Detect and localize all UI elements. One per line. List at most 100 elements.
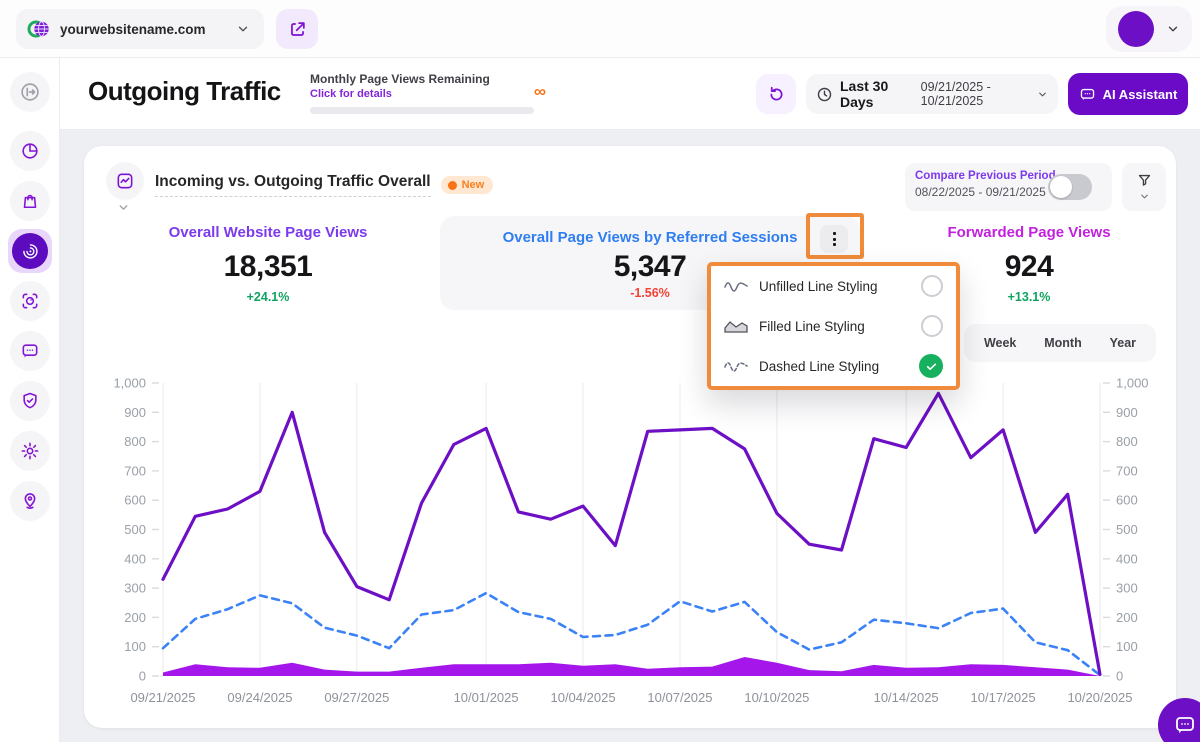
- radio-unselected[interactable]: [921, 315, 943, 337]
- x-axis-label: 10/04/2025: [550, 690, 615, 705]
- metric-forwarded-page-views: Forwarded Page Views 924 +13.1%: [884, 224, 1174, 304]
- traffic-radar-icon: [23, 244, 38, 259]
- radio-selected[interactable]: [919, 354, 943, 378]
- metric-delta: +13.1%: [1007, 290, 1051, 304]
- sidebar-item-locations[interactable]: [10, 481, 50, 521]
- compare-range: 08/22/2025 - 09/21/2025: [915, 185, 1046, 199]
- filter-button[interactable]: [1122, 163, 1166, 211]
- metric-value: 5,347: [613, 250, 687, 283]
- tab-month[interactable]: Month: [1044, 336, 1082, 350]
- tab-year[interactable]: Year: [1109, 336, 1137, 350]
- sidebar-item-scan[interactable]: [10, 281, 50, 321]
- infinity-value: ∞: [533, 82, 546, 101]
- page-header: Outgoing Traffic Monthly Page Views Rema…: [60, 58, 1200, 130]
- y-axis-label: 100: [1116, 639, 1138, 654]
- support-chat-button[interactable]: [1158, 698, 1200, 742]
- compare-toggle[interactable]: [1048, 174, 1092, 200]
- y-axis-label: 700: [124, 463, 146, 478]
- traffic-overview-card: Incoming vs. Outgoing Traffic Overall Ne…: [84, 146, 1176, 728]
- sidebar-item-comments[interactable]: [10, 331, 50, 371]
- date-range-value: 09/21/2025 - 10/21/2025: [920, 80, 991, 108]
- shopping-bag-icon: [23, 194, 37, 209]
- period-tabs: Week Month Year: [964, 324, 1156, 362]
- refresh-icon: [769, 86, 782, 100]
- y-axis-label: 700: [1116, 463, 1138, 478]
- shield-check-icon: [23, 392, 37, 409]
- metric-options-kebab-button[interactable]: [820, 225, 848, 253]
- refresh-button[interactable]: [756, 74, 796, 114]
- sidebar-item-analytics[interactable]: [10, 131, 50, 171]
- chevron-down-icon: [1140, 194, 1148, 199]
- sidebar: [0, 58, 60, 742]
- metric-label: Overall Website Page Views: [168, 224, 368, 241]
- quota-details-link[interactable]: Click for details: [310, 88, 392, 100]
- new-badge: New: [440, 176, 494, 194]
- unfilled-line-icon: [724, 282, 748, 292]
- y-axis-label: 200: [124, 610, 146, 625]
- avatar: [1118, 11, 1154, 47]
- metric-value: 18,351: [223, 250, 313, 283]
- chat-bubble-icon: [22, 344, 38, 358]
- metric-value: 924: [1004, 250, 1054, 283]
- main-content: Incoming vs. Outgoing Traffic Overall Ne…: [60, 130, 1200, 742]
- sidebar-item-store[interactable]: [10, 181, 50, 221]
- quota-label: Monthly Page Views Remaining: [310, 72, 490, 86]
- metric-delta: -1.56%: [630, 286, 670, 300]
- compare-previous-period: Compare Previous Period 08/22/2025 - 09/…: [905, 163, 1112, 211]
- menu-item-unfilled-line[interactable]: Unfilled Line Styling: [711, 266, 956, 306]
- open-website-button[interactable]: [276, 9, 318, 49]
- referred-dashed-line-series: [161, 591, 1102, 677]
- line-styling-menu: Unfilled Line Styling Filled Line Stylin…: [707, 262, 960, 390]
- ai-assistant-button[interactable]: AI Assistant: [1068, 73, 1188, 115]
- x-axis-label: 10/01/2025: [454, 690, 519, 705]
- outgoing-line-series: [161, 391, 1102, 677]
- y-axis-label: 800: [124, 434, 146, 449]
- metric-overall-page-views: Overall Website Page Views 18,351 +24.1%: [118, 224, 418, 304]
- x-axis-label: 09/21/2025: [130, 690, 195, 705]
- external-link-icon: [288, 20, 307, 39]
- menu-item-dashed-line[interactable]: Dashed Line Styling: [711, 346, 956, 386]
- x-axis-label: 10/07/2025: [647, 690, 712, 705]
- sidebar-item-outgoing-traffic[interactable]: [8, 229, 52, 273]
- sidebar-item-settings[interactable]: [10, 431, 50, 471]
- radio-unselected[interactable]: [921, 275, 943, 297]
- active-item-disc: [12, 233, 48, 269]
- y-axis-label: 400: [1116, 551, 1138, 566]
- y-axis-label: 300: [1116, 581, 1138, 596]
- pie-chart-icon: [22, 143, 38, 159]
- page-title: Outgoing Traffic: [88, 76, 281, 106]
- tab-week[interactable]: Week: [983, 336, 1017, 350]
- x-axis-label: 10/20/2025: [1067, 690, 1132, 705]
- y-axis-label: 0: [139, 669, 146, 684]
- card-title: Incoming vs. Outgoing Traffic Overall: [155, 173, 431, 197]
- y-axis-label: 300: [124, 581, 146, 596]
- menu-item-filled-line[interactable]: Filled Line Styling: [711, 306, 956, 346]
- sidebar-item-security[interactable]: [10, 381, 50, 421]
- toggle-knob: [1050, 176, 1072, 198]
- y-axis-label: 900: [1116, 405, 1138, 420]
- site-globe-icon: [26, 16, 52, 42]
- metric-delta: +24.1%: [246, 290, 290, 304]
- sidebar-expand-button[interactable]: [10, 72, 50, 112]
- metric-label: Forwarded Page Views: [947, 224, 1111, 241]
- chevron-down-icon[interactable]: [117, 201, 130, 214]
- x-axis-label: 09/24/2025: [227, 690, 292, 705]
- site-selector[interactable]: yourwebsitename.com: [16, 9, 264, 49]
- card-widget-button[interactable]: [106, 162, 144, 200]
- y-axis-label: 100: [124, 639, 146, 654]
- date-range-picker[interactable]: Last 30 Days 09/21/2025 - 10/21/2025: [806, 74, 1058, 114]
- quota-block: Monthly Page Views Remaining Click for d…: [310, 72, 546, 114]
- y-axis-label: 200: [1116, 610, 1138, 625]
- top-bar: yourwebsitename.com: [0, 0, 1200, 58]
- chart-canvas[interactable]: 0 0 100 100 200 200 300 300 400 400 500 500 600 600 70…: [84, 372, 1176, 718]
- ai-assistant-label: AI Assistant: [1102, 86, 1178, 102]
- ai-chat-icon: [1080, 88, 1094, 100]
- location-pin-icon: [24, 493, 36, 509]
- clock-icon: [816, 86, 833, 103]
- dashed-line-icon: [724, 362, 748, 372]
- filled-line-icon: [724, 321, 748, 333]
- site-name: yourwebsitename.com: [60, 21, 206, 37]
- account-menu[interactable]: [1106, 6, 1192, 52]
- x-axis-label: 09/27/2025: [324, 690, 389, 705]
